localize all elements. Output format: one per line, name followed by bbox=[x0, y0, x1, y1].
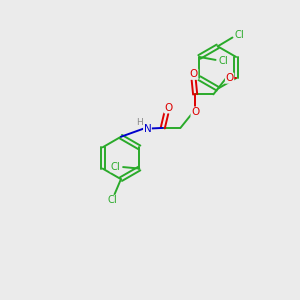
Text: Cl: Cl bbox=[219, 56, 228, 66]
Text: O: O bbox=[190, 69, 198, 79]
Text: O: O bbox=[164, 103, 172, 113]
Text: Cl: Cl bbox=[110, 162, 120, 172]
Text: O: O bbox=[226, 73, 234, 83]
Text: N: N bbox=[144, 124, 151, 134]
Text: O: O bbox=[191, 107, 199, 117]
Text: Cl: Cl bbox=[108, 195, 118, 205]
Text: H: H bbox=[136, 118, 143, 127]
Text: Cl: Cl bbox=[235, 30, 245, 40]
